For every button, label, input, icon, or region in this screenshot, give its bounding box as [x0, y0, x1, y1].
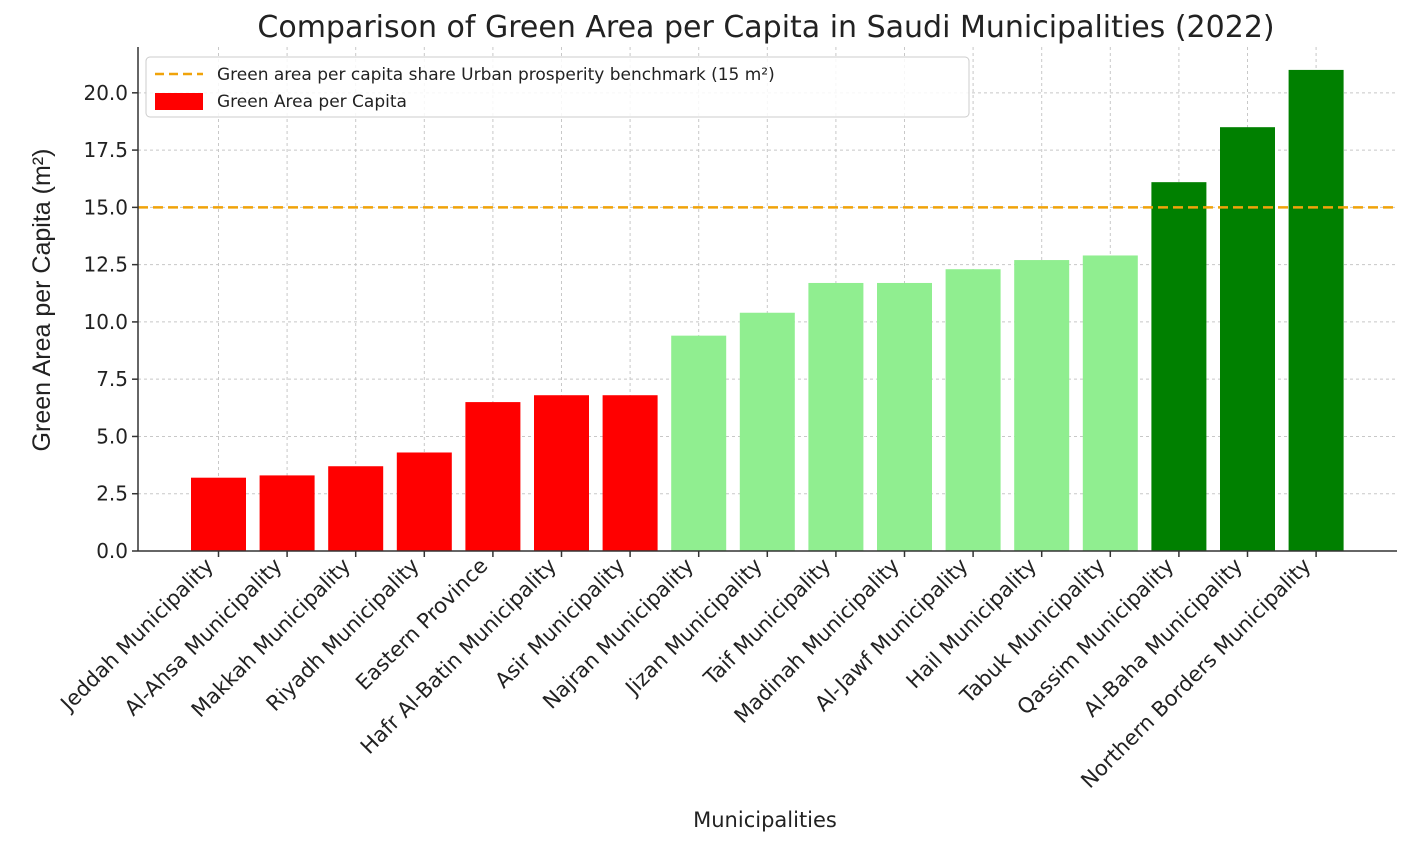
- bar-al-jawf-municipality: [945, 269, 1001, 551]
- y-axis-label: Green Area per Capita (m²): [28, 149, 56, 452]
- y-tick-label: 10.0: [83, 310, 128, 334]
- x-tick-label: Asir Municipality: [490, 554, 629, 693]
- y-tick-labels: 0.0 2.5 5.0 7.5 10.0 12.5 15.0 17.5 20.0: [83, 81, 128, 563]
- legend: Green area per capita share Urban prospe…: [145, 56, 970, 118]
- y-tick-label: 17.5: [83, 138, 128, 162]
- bar-qassim-municipality: [1151, 182, 1207, 551]
- bars: [191, 69, 1344, 552]
- y-tick-label: 15.0: [83, 195, 128, 219]
- bar-eastern-province: [465, 402, 521, 551]
- bar-riyadh-municipality: [396, 452, 452, 551]
- y-tick-label: 20.0: [83, 81, 128, 105]
- bar-al-ahsa-municipality: [259, 475, 315, 551]
- bar-najran-municipality: [671, 335, 727, 551]
- bar-jeddah-municipality: [191, 477, 246, 551]
- x-tick-label: Taif Municipality: [699, 554, 836, 691]
- bar-hail-municipality: [1014, 260, 1070, 551]
- legend-benchmark-label: Green area per capita share Urban prospe…: [217, 65, 775, 85]
- y-tick-label: 12.5: [83, 253, 128, 277]
- bar-northern-borders-municipality: [1288, 69, 1344, 551]
- y-tick-label: 5.0: [96, 424, 128, 448]
- bar-madinah-municipality: [877, 282, 932, 551]
- x-axis-label: Municipalities: [693, 808, 837, 832]
- bar-taif-municipality: [808, 282, 864, 551]
- legend-box: [145, 56, 970, 118]
- chart-title: Comparison of Green Area per Capita in S…: [257, 10, 1274, 45]
- legend-green-area-label: Green Area per Capita: [217, 92, 407, 112]
- bar-makkah-municipality: [328, 466, 384, 551]
- axes: [132, 47, 1397, 557]
- y-tick-label: 0.0: [96, 539, 128, 563]
- bar-al-baha-municipality: [1220, 127, 1275, 551]
- x-tick-label: Hail Municipality: [902, 554, 1042, 694]
- legend-green-area-swatch: [155, 93, 203, 110]
- y-tick-label: 7.5: [96, 367, 128, 391]
- x-tick-label: Eastern Province: [351, 554, 492, 695]
- bar-jizan-municipality: [739, 312, 795, 551]
- y-tick-label: 2.5: [96, 482, 128, 506]
- bar-tabuk-municipality: [1082, 255, 1138, 552]
- bar-asir-municipality: [602, 395, 658, 551]
- bar-hafr-al-batin-municipality: [534, 395, 589, 551]
